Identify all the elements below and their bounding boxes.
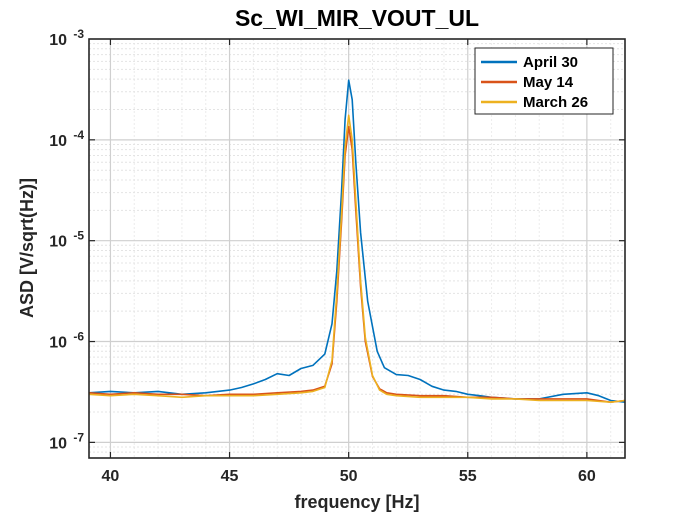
y-tick-exponent: -5 bbox=[73, 229, 84, 243]
x-tick-label: 60 bbox=[578, 468, 596, 485]
x-tick-label: 50 bbox=[340, 468, 358, 485]
plot-frame bbox=[88, 38, 626, 459]
y-axis-label: ASD [V/sqrt(Hz)] bbox=[17, 178, 37, 318]
series-line-1 bbox=[88, 125, 626, 404]
y-tick-exponent: -3 bbox=[73, 27, 84, 41]
legend: April 30 May 14 March 26 bbox=[474, 47, 614, 115]
y-tick-exponent: -6 bbox=[73, 330, 84, 344]
x-axis-label: frequency [Hz] bbox=[294, 492, 419, 512]
y-tick-label: 10 bbox=[49, 435, 67, 452]
legend-label: March 26 bbox=[523, 94, 588, 111]
y-tick-label: 10 bbox=[49, 234, 67, 251]
legend-label: April 30 bbox=[523, 54, 578, 71]
series-line-2 bbox=[88, 114, 626, 404]
y-tick-label: 10 bbox=[49, 32, 67, 49]
axis-ticks: 40 45 50 55 60 10 -7 10 -6 10 -5 10 -4 10 -3 bbox=[49, 27, 625, 485]
chart-title: Sc_WI_MIR_VOUT_UL bbox=[235, 5, 479, 31]
grid bbox=[89, 39, 625, 458]
y-tick-exponent: -7 bbox=[73, 430, 84, 444]
x-tick-label: 45 bbox=[221, 468, 239, 485]
x-tick-label: 55 bbox=[459, 468, 477, 485]
legend-label: May 14 bbox=[523, 74, 574, 91]
series-group bbox=[88, 79, 626, 404]
y-tick-label: 10 bbox=[49, 133, 67, 150]
y-tick-exponent: -4 bbox=[73, 128, 84, 142]
x-tick-label: 40 bbox=[102, 468, 120, 485]
y-tick-label: 10 bbox=[49, 335, 67, 352]
